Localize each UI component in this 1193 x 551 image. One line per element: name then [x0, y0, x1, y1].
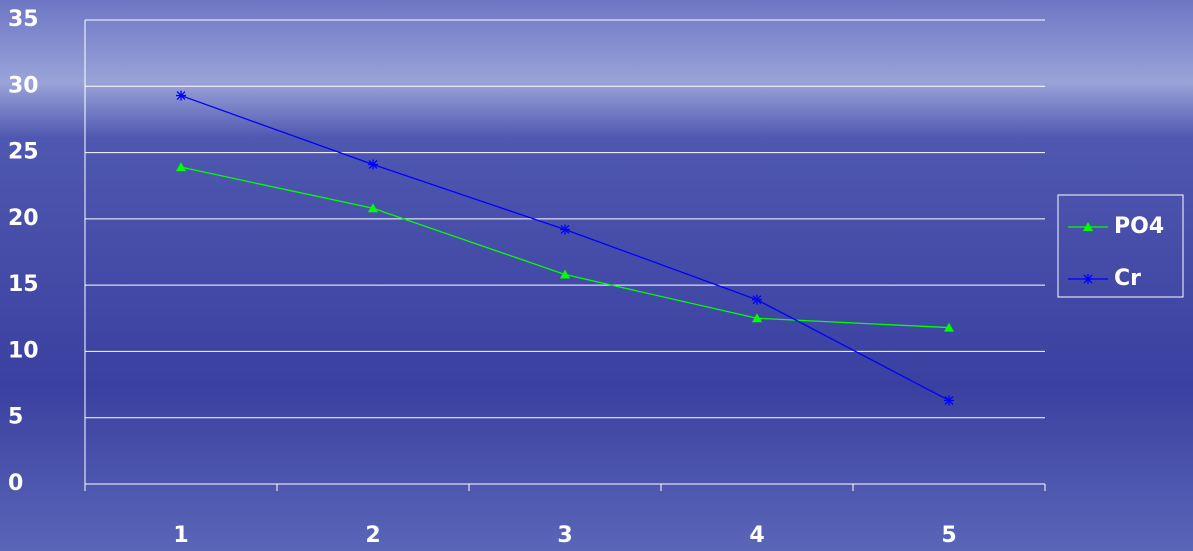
y-tick-label: 25	[8, 140, 39, 165]
legend-label: PO4	[1114, 214, 1164, 239]
y-tick-label: 5	[8, 405, 23, 430]
y-tick-label: 30	[8, 73, 39, 98]
y-tick-label: 10	[8, 338, 39, 363]
legend-label: Cr	[1114, 266, 1141, 291]
marker	[176, 91, 186, 101]
x-tick-label: 1	[173, 523, 188, 548]
x-tick-label: 5	[941, 523, 956, 548]
y-tick-label: 15	[8, 272, 39, 297]
y-tick-label: 35	[8, 7, 39, 32]
page: 0510152025303512345PO4Cr (() => { const …	[0, 0, 1193, 551]
background	[0, 0, 1193, 551]
marker	[944, 395, 954, 405]
x-tick-label: 4	[749, 523, 764, 548]
marker	[1083, 274, 1093, 284]
x-tick-label: 2	[365, 523, 380, 548]
y-tick-label: 0	[8, 471, 23, 496]
marker	[560, 224, 570, 234]
y-tick-label: 20	[8, 206, 39, 231]
x-tick-label: 3	[557, 523, 572, 548]
marker	[752, 295, 762, 305]
marker	[368, 160, 378, 170]
chart: 0 5 10 15 20 25 30 35 1 2 3 4 5 PO4 Cr	[0, 0, 1193, 551]
